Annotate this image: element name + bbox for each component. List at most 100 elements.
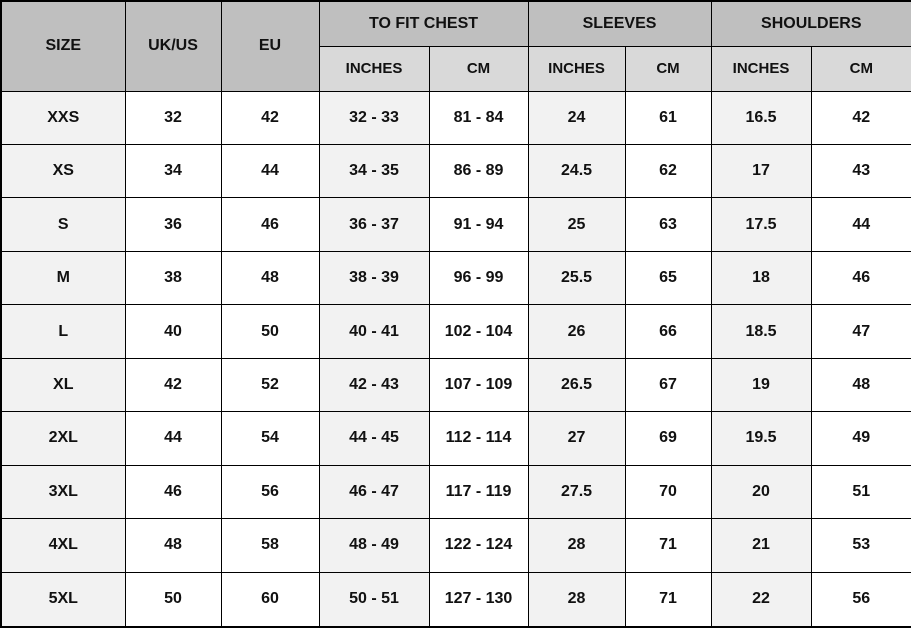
chest-inches-cell: 44 - 45 <box>318 411 430 466</box>
sleeves-inches-cell: 27 <box>527 411 626 466</box>
uk-us-cell: 48 <box>124 518 222 573</box>
table-row: XS 34 44 34 - 35 86 - 89 24.5 62 17 43 <box>0 143 911 199</box>
table-row: L 40 50 40 - 41 102 - 104 26 66 18.5 47 <box>0 304 911 359</box>
shoulders-cm-cell: 44 <box>810 197 911 252</box>
sleeves-cm-cell: 61 <box>624 90 712 145</box>
size-cell: M <box>0 250 126 306</box>
sleeves-cm-cell: 71 <box>624 571 712 628</box>
shoulders-cm-cell: 43 <box>810 143 911 199</box>
header-sub-row: INCHES CM INCHES CM INCHES CM <box>1 45 911 92</box>
table-row: 3XL 46 56 46 - 47 117 - 119 27.5 70 20 51 <box>0 464 911 520</box>
uk-us-cell: 44 <box>124 411 222 466</box>
table-row: 2XL 44 54 44 - 45 112 - 114 27 69 19.5 49 <box>0 411 911 466</box>
chest-inches-cell: 38 - 39 <box>318 250 430 306</box>
table-row: S 36 46 36 - 37 91 - 94 25 63 17.5 44 <box>0 197 911 252</box>
shoulders-cm-cell: 53 <box>810 518 911 573</box>
shoulders-inches-cell: 17 <box>710 143 812 199</box>
eu-cell: 54 <box>220 411 320 466</box>
sleeves-cm-cell: 66 <box>624 304 712 359</box>
col-header-eu: EU <box>220 0 320 92</box>
subheader-sleeves-cm: CM <box>624 45 712 92</box>
table-row: M 38 48 38 - 39 96 - 99 25.5 65 18 46 <box>0 250 911 306</box>
size-table-body: XXS 32 42 32 - 33 81 - 84 24 61 16.5 42 XS 34 44 34 … <box>0 90 911 628</box>
chest-cm-cell: 107 - 109 <box>428 357 529 413</box>
sleeves-inches-cell: 27.5 <box>527 464 626 520</box>
sleeves-inches-cell: 28 <box>527 518 626 573</box>
col-header-size: SIZE <box>0 0 126 92</box>
table-row: 5XL 50 60 50 - 51 127 - 130 28 71 22 56 <box>0 571 911 628</box>
eu-cell: 46 <box>220 197 320 252</box>
eu-cell: 42 <box>220 90 320 145</box>
uk-us-cell: 42 <box>124 357 222 413</box>
sleeves-inches-cell: 25 <box>527 197 626 252</box>
chest-cm-cell: 91 - 94 <box>428 197 529 252</box>
sleeves-cm-cell: 69 <box>624 411 712 466</box>
col-header-uk-us: UK/US <box>124 0 222 92</box>
uk-us-cell: 36 <box>124 197 222 252</box>
sleeves-inches-cell: 25.5 <box>527 250 626 306</box>
shoulders-cm-cell: 48 <box>810 357 911 413</box>
eu-cell: 56 <box>220 464 320 520</box>
shoulders-inches-cell: 21 <box>710 518 812 573</box>
chest-inches-cell: 46 - 47 <box>318 464 430 520</box>
sleeves-cm-cell: 67 <box>624 357 712 413</box>
sleeves-inches-cell: 24 <box>527 90 626 145</box>
chest-cm-cell: 117 - 119 <box>428 464 529 520</box>
subheader-chest-cm: CM <box>428 45 529 92</box>
uk-us-cell: 34 <box>124 143 222 199</box>
chest-cm-cell: 122 - 124 <box>428 518 529 573</box>
uk-us-cell: 46 <box>124 464 222 520</box>
shoulders-inches-cell: 18 <box>710 250 812 306</box>
chest-inches-cell: 40 - 41 <box>318 304 430 359</box>
shoulders-inches-cell: 22 <box>710 571 812 628</box>
chest-cm-cell: 112 - 114 <box>428 411 529 466</box>
shoulders-inches-cell: 18.5 <box>710 304 812 359</box>
sleeves-inches-cell: 24.5 <box>527 143 626 199</box>
chest-cm-cell: 96 - 99 <box>428 250 529 306</box>
chest-cm-cell: 127 - 130 <box>428 571 529 628</box>
table-row: 4XL 48 58 48 - 49 122 - 124 28 71 21 53 <box>0 518 911 573</box>
shoulders-inches-cell: 19.5 <box>710 411 812 466</box>
sleeves-cm-cell: 65 <box>624 250 712 306</box>
chest-inches-cell: 42 - 43 <box>318 357 430 413</box>
shoulders-inches-cell: 16.5 <box>710 90 812 145</box>
eu-cell: 44 <box>220 143 320 199</box>
subheader-shoulders-inches: INCHES <box>710 45 812 92</box>
chest-inches-cell: 48 - 49 <box>318 518 430 573</box>
chest-inches-cell: 50 - 51 <box>318 571 430 628</box>
size-cell: XL <box>0 357 126 413</box>
size-cell: XXS <box>0 90 126 145</box>
shoulders-inches-cell: 19 <box>710 357 812 413</box>
eu-cell: 58 <box>220 518 320 573</box>
size-cell: 3XL <box>0 464 126 520</box>
size-cell: 2XL <box>0 411 126 466</box>
size-cell: 4XL <box>0 518 126 573</box>
eu-cell: 60 <box>220 571 320 628</box>
sleeves-cm-cell: 70 <box>624 464 712 520</box>
sleeves-cm-cell: 62 <box>624 143 712 199</box>
chest-cm-cell: 81 - 84 <box>428 90 529 145</box>
uk-us-cell: 50 <box>124 571 222 628</box>
shoulders-inches-cell: 17.5 <box>710 197 812 252</box>
header-group-row: SIZE UK/US EU TO FIT CHEST SLEEVES SHOUL… <box>0 0 911 92</box>
size-cell: L <box>0 304 126 359</box>
size-cell: S <box>0 197 126 252</box>
col-group-to-fit-chest: TO FIT CHEST <box>318 0 529 47</box>
chest-inches-cell: 32 - 33 <box>318 90 430 145</box>
shoulders-cm-cell: 56 <box>810 571 911 628</box>
eu-cell: 48 <box>220 250 320 306</box>
shoulders-cm-cell: 47 <box>810 304 911 359</box>
sleeves-inches-cell: 26 <box>527 304 626 359</box>
uk-us-cell: 32 <box>124 90 222 145</box>
col-group-sleeves: SLEEVES <box>527 0 712 47</box>
uk-us-cell: 40 <box>124 304 222 359</box>
subheader-sleeves-inches: INCHES <box>527 45 626 92</box>
sleeves-cm-cell: 63 <box>624 197 712 252</box>
size-cell: 5XL <box>0 571 126 628</box>
size-cell: XS <box>0 143 126 199</box>
shoulders-inches-cell: 20 <box>710 464 812 520</box>
shoulders-cm-cell: 51 <box>810 464 911 520</box>
chest-inches-cell: 36 - 37 <box>318 197 430 252</box>
shoulders-cm-cell: 42 <box>810 90 911 145</box>
